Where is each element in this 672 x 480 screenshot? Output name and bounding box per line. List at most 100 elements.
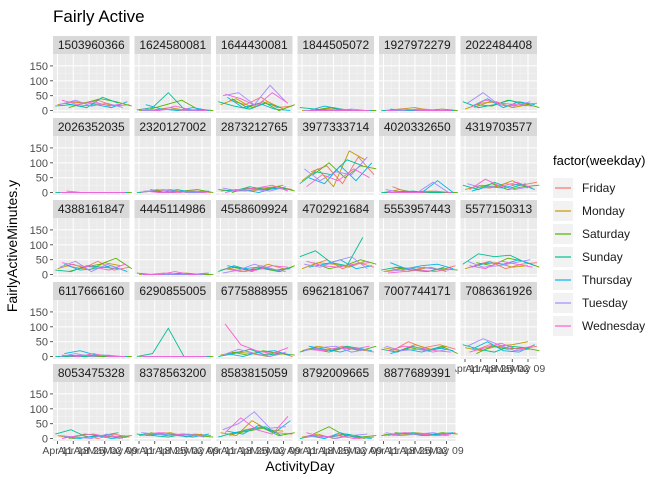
- panel-strip: [134, 200, 211, 218]
- legend: factor(weekday) Friday Monday Saturday Sund…: [553, 153, 645, 336]
- series-line-tuesday: [467, 338, 531, 352]
- panel-2320127002: 2320127002: [134, 118, 214, 195]
- legend-item-wednesday: Wednesday: [553, 316, 645, 336]
- panel-strip-label: 1927972279: [384, 38, 451, 52]
- series-line-tuesday: [59, 353, 123, 358]
- y-tick-label: 0: [42, 106, 48, 118]
- series-line-tuesday: [222, 411, 286, 431]
- series-line-saturday: [231, 427, 295, 437]
- x-tick-label: Apr 25: [237, 445, 268, 457]
- series-line-wednesday: [387, 268, 452, 274]
- legend-label: Wednesday: [582, 319, 645, 333]
- series-line-saturday: [476, 183, 540, 191]
- x-tick-label: May 02: [169, 445, 204, 457]
- x-tick-label: Apr 25: [74, 445, 105, 457]
- panel-background: [134, 382, 211, 441]
- panel-background: [379, 382, 456, 441]
- panel-strip-label: 3977333714: [302, 120, 369, 134]
- panel-background: [460, 218, 537, 277]
- panel-background: [53, 300, 130, 359]
- y-tick-label: 100: [30, 76, 48, 88]
- series-line-thursday: [227, 420, 291, 435]
- series-line-wednesday: [224, 323, 289, 355]
- panel-strip: [134, 118, 211, 136]
- panel-6117666160: 6117666160 0 50 100 150: [30, 282, 132, 364]
- panel-6962181067: 6962181067: [297, 282, 377, 359]
- y-tick-label: 150: [30, 389, 48, 401]
- series-line-wednesday: [469, 342, 533, 353]
- panel-strip: [297, 282, 374, 300]
- panel-strip: [379, 118, 456, 136]
- series-line-saturday: [313, 426, 377, 438]
- y-tick-label: 100: [30, 322, 48, 334]
- panel-strip: [297, 118, 374, 136]
- series-line-wednesday: [61, 433, 126, 440]
- y-tick-label: 100: [30, 158, 48, 170]
- panel-4388161847: 4388161847 0 50 100 150: [30, 200, 133, 282]
- panel-strip-label: 8053475328: [58, 366, 125, 380]
- series-line-wednesday: [306, 345, 370, 352]
- panel-strip-label: 4388161847: [58, 202, 125, 216]
- series-line-wednesday: [61, 262, 126, 271]
- series-line-wednesday: [61, 353, 125, 358]
- panel-strip: [379, 36, 456, 54]
- series-line-tuesday: [304, 256, 368, 270]
- y-tick-label: 100: [30, 404, 48, 416]
- panel-background: [216, 136, 293, 195]
- legend-label: Monday: [582, 204, 625, 218]
- x-tick-label: May 09: [429, 445, 464, 457]
- panel-strip: [460, 36, 537, 54]
- series-line-wednesday: [224, 184, 289, 194]
- panel-1927972279: 1927972279: [379, 36, 458, 113]
- panel-2022484408: 2022484408: [460, 36, 540, 113]
- x-tick-label: Apr 18: [302, 445, 333, 457]
- y-tick-label: 0: [42, 270, 48, 282]
- series-line-tuesday: [222, 348, 286, 358]
- series-line-monday: [138, 432, 203, 438]
- panel-strip-label: 5577150313: [465, 202, 532, 216]
- panel-1624580081: 1624580081: [134, 36, 214, 113]
- x-tick-label: May 09: [103, 445, 138, 457]
- x-tick-label: May 02: [88, 445, 123, 457]
- series-line-tuesday: [141, 189, 205, 194]
- panel-strip-label: 6117666160: [58, 284, 124, 298]
- panel-strip: [297, 200, 374, 218]
- legend-label: Thursday: [582, 273, 632, 287]
- x-tick-label: Apr 25: [318, 445, 349, 457]
- x-tick-label: May 09: [348, 445, 383, 457]
- y-tick-label: 150: [30, 307, 48, 319]
- panel-4020332650: 4020332650: [379, 118, 458, 195]
- panel-background: [297, 218, 374, 277]
- x-tick-label: Apr 25: [155, 445, 186, 457]
- series-line-sunday: [381, 345, 445, 353]
- panel-strip-label: 8583815059: [221, 366, 288, 380]
- series-line-monday: [464, 180, 529, 191]
- legend-title: factor(weekday): [553, 153, 645, 168]
- panel-background: [53, 136, 130, 195]
- panel-strip: [53, 118, 130, 136]
- legend-item-friday: Friday: [553, 178, 615, 198]
- panel-2026352035: 2026352035 0 50 100 150: [30, 118, 132, 200]
- y-tick-label: 0: [42, 352, 48, 364]
- series-line-tuesday: [385, 266, 449, 273]
- panel-5577150313: 5577150313: [460, 200, 540, 277]
- panel-background: [53, 382, 130, 441]
- series-line-thursday: [227, 265, 291, 271]
- panel-grid: 1503960366 0 50 100 150 1624580081 1644430081 1…: [30, 36, 545, 457]
- panel-strip: [134, 36, 211, 54]
- panel-1503960366: 1503960366 0 50 100 150: [30, 36, 132, 118]
- panel-6290855005: 6290855005: [134, 282, 214, 359]
- panel-strip: [216, 200, 293, 218]
- series-line-wednesday: [61, 99, 126, 107]
- x-tick-label: Apr 11: [287, 445, 317, 457]
- legend-label: Sunday: [582, 250, 623, 264]
- y-tick-label: 100: [30, 240, 48, 252]
- y-tick-label: 0: [42, 188, 48, 200]
- panel-strip-label: 4445114986: [140, 202, 206, 216]
- panel-strip-label: 2320127002: [139, 120, 206, 134]
- x-tick-label: Apr 25: [400, 445, 431, 457]
